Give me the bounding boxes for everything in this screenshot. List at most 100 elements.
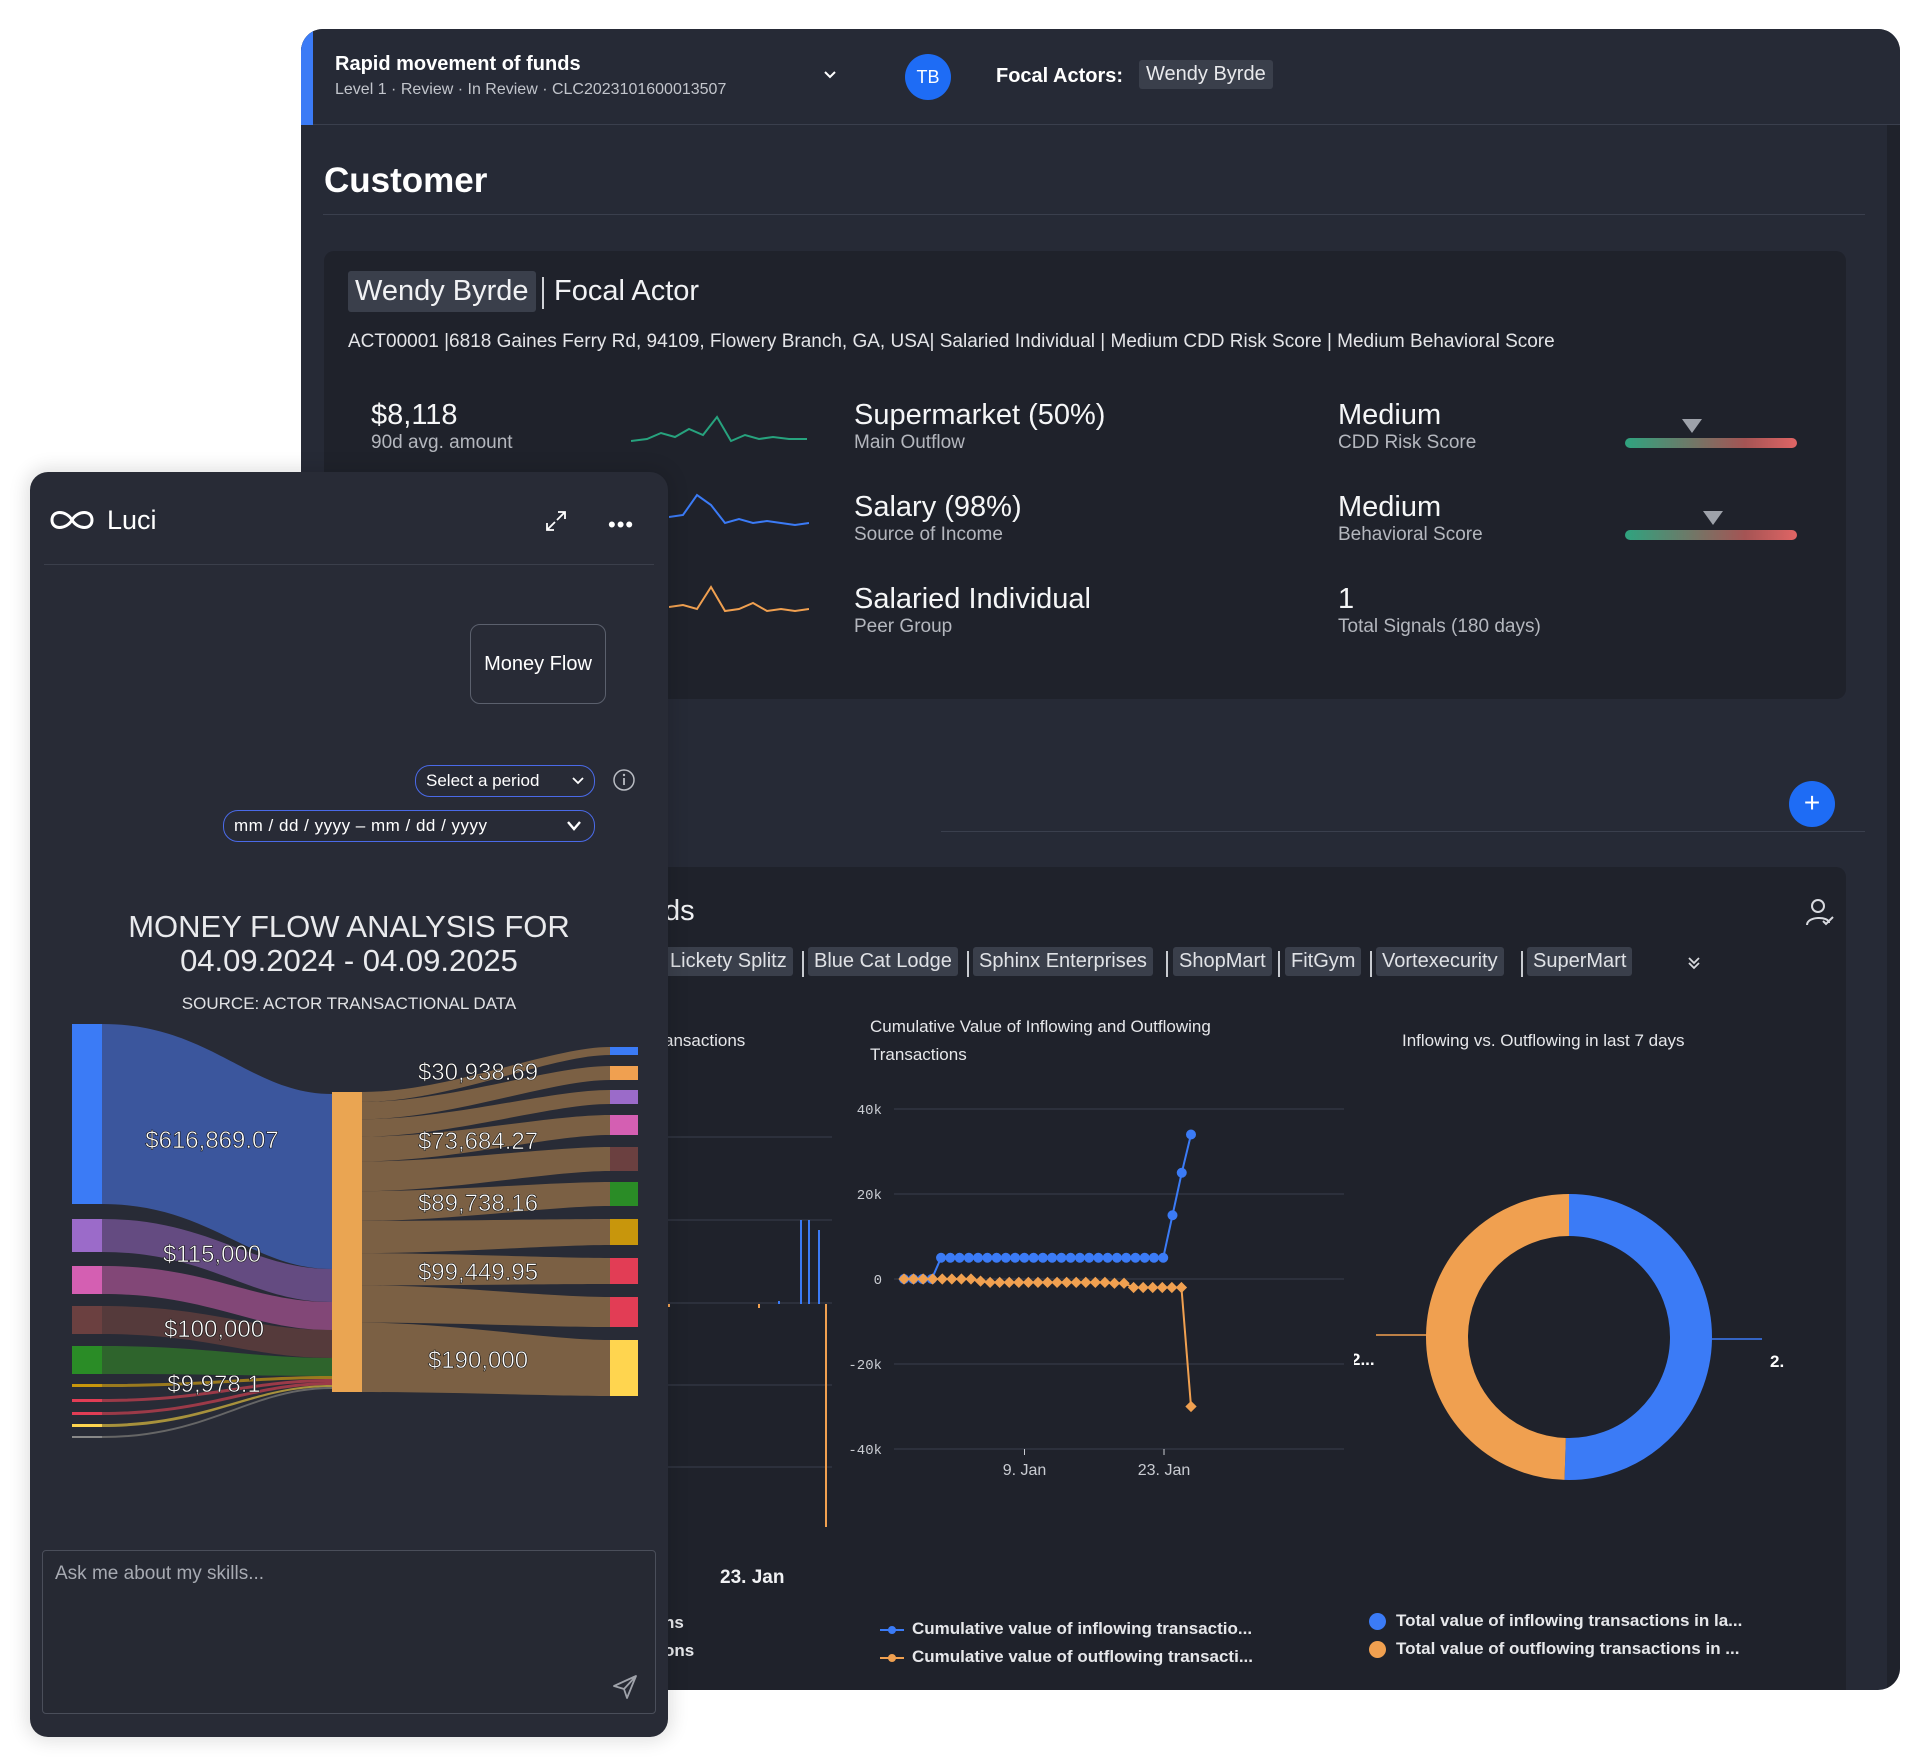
chip-separator xyxy=(1166,951,1168,977)
ask-input[interactable]: Ask me about my skills... xyxy=(42,1550,656,1714)
cumulative-line-chart: 40k 20k 0 -20k -40k 9. Jan 23. Jan xyxy=(848,1103,1344,1479)
sankey-label: $89,738.16 xyxy=(418,1190,538,1217)
inflow-bar xyxy=(818,1230,820,1304)
y-tick-label: 0 xyxy=(874,1273,882,1289)
inflow-outflow-donut: 2. 2... xyxy=(1354,1194,1784,1480)
sankey-target-node xyxy=(610,1340,638,1396)
person-check-icon[interactable] xyxy=(1805,897,1835,927)
sankey-source-node xyxy=(72,1024,102,1204)
y-tick-label: -40k xyxy=(848,1443,882,1459)
chart-title: ansactions xyxy=(664,1031,746,1050)
counterparty-chip[interactable]: Lickety Splitz xyxy=(664,947,793,976)
chevron-double-down-icon[interactable] xyxy=(1686,955,1702,971)
money-flow-title-line1: MONEY FLOW ANALYSIS FOR xyxy=(128,909,570,944)
sankey-link xyxy=(362,1147,610,1192)
inflow-bar xyxy=(808,1220,810,1304)
date-range-input[interactable]: mm / dd / yyyy – mm / dd / yyyy xyxy=(223,810,595,842)
counterparty-chip[interactable]: Vortexecurity xyxy=(1376,947,1504,976)
sankey-target-node xyxy=(610,1147,638,1171)
legend-label: Total value of outflowing transactions i… xyxy=(1396,1639,1740,1658)
period-select[interactable]: Select a period xyxy=(415,765,595,797)
sankey-link xyxy=(362,1322,610,1396)
sankey-link xyxy=(362,1219,610,1254)
add-button[interactable]: + xyxy=(1789,781,1835,827)
outflow-bar xyxy=(825,1304,827,1527)
data-point xyxy=(907,1273,920,1285)
sankey-label: $30,938.69 xyxy=(418,1059,538,1086)
counterparty-chip[interactable]: Sphinx Enterprises xyxy=(973,947,1153,976)
legend-inflow: Total value of inflowing transactions in… xyxy=(1369,1611,1742,1631)
stat-label: Source of Income xyxy=(854,524,1003,545)
data-point xyxy=(973,1252,984,1263)
stat-value: Salary (98%) xyxy=(854,491,1022,523)
sankey-source-node xyxy=(72,1384,102,1387)
sankey-target-node xyxy=(610,1219,638,1245)
data-point xyxy=(1028,1252,1039,1263)
stat-peer-group: Salaried Individual Peer Group xyxy=(854,583,1091,638)
data-point xyxy=(991,1252,1002,1263)
data-point xyxy=(1121,1252,1132,1263)
data-point xyxy=(1111,1252,1122,1263)
inflow-bar xyxy=(778,1301,780,1304)
sankey-target-node xyxy=(610,1297,638,1327)
sankey-target-node xyxy=(610,1115,638,1135)
data-point xyxy=(1099,1276,1111,1289)
stat-label: Main Outflow xyxy=(854,432,965,453)
chart-title: Inflowing vs. Outflowing in last 7 days xyxy=(1402,1031,1685,1050)
info-icon[interactable] xyxy=(612,768,636,792)
customer-role: Focal Actor xyxy=(541,275,700,309)
stat-label: Behavioral Score xyxy=(1338,524,1483,545)
data-point xyxy=(945,1252,956,1263)
more-options-icon[interactable]: ••• xyxy=(608,512,635,537)
counterparty-chip[interactable]: SuperMart xyxy=(1527,947,1633,976)
stat-value: $8,118 xyxy=(371,399,458,431)
outflow-bar xyxy=(758,1304,760,1308)
data-point xyxy=(1176,1167,1187,1178)
legend-outflow: Cumulative value of outflowing transacti… xyxy=(880,1647,1253,1667)
sankey-link xyxy=(102,1379,332,1402)
data-point xyxy=(1074,1252,1085,1263)
x-tick-label: 23. Jan xyxy=(720,1567,785,1588)
data-label: 2. xyxy=(1770,1352,1784,1371)
sankey-target-node xyxy=(610,1090,638,1104)
counterparty-chip[interactable]: FitGym xyxy=(1285,947,1362,976)
sankey-target-node xyxy=(610,1047,638,1055)
date-range-placeholder: mm / dd / yyyy – mm / dd / yyyy xyxy=(234,816,488,835)
expand-icon[interactable] xyxy=(545,510,567,532)
data-point xyxy=(982,1252,993,1263)
focal-actor-chip[interactable]: Wendy Byrde xyxy=(1139,60,1273,89)
send-icon[interactable] xyxy=(611,1673,639,1701)
sankey-link xyxy=(362,1090,610,1137)
sankey-label: $616,869.07 xyxy=(145,1127,278,1154)
case-title: Rapid movement of funds xyxy=(335,53,581,75)
sankey-link xyxy=(362,1047,610,1102)
data-point xyxy=(1148,1252,1159,1263)
counterparty-chip[interactable]: ShopMart xyxy=(1173,947,1272,976)
sankey-link xyxy=(362,1285,610,1327)
case-header: Rapid movement of funds Level 1 · Review… xyxy=(301,29,1900,125)
counterparty-chip[interactable]: Blue Cat Lodge xyxy=(808,947,958,976)
data-point xyxy=(1156,1281,1168,1294)
inflow-bar xyxy=(800,1220,802,1304)
stat-label: CDD Risk Score xyxy=(1338,432,1477,453)
pie-slice xyxy=(1564,1194,1712,1480)
stat-label: Total Signals (180 days) xyxy=(1338,616,1541,637)
scrollbar[interactable] xyxy=(1887,125,1900,1690)
data-point xyxy=(1186,1129,1196,1140)
chevron-down-icon[interactable] xyxy=(821,65,839,83)
pie-slice xyxy=(1426,1194,1570,1480)
stat-label: Peer Group xyxy=(854,616,953,637)
chip-separator xyxy=(1521,951,1523,977)
sparkline-green xyxy=(631,415,807,443)
header-accent xyxy=(301,29,313,125)
data-point xyxy=(1147,1281,1159,1294)
money-flow-button[interactable]: Money Flow xyxy=(470,624,606,704)
luci-assistant-panel: Luci ••• Money Flow Select a period mm /… xyxy=(30,472,668,1737)
sankey-source-node xyxy=(72,1346,102,1374)
avatar[interactable]: TB xyxy=(905,54,951,100)
data-point xyxy=(1137,1281,1149,1294)
stat-cdd-risk: Medium CDD Risk Score xyxy=(1338,399,1476,454)
data-point xyxy=(1047,1252,1058,1263)
stat-label: 90d avg. amount xyxy=(371,432,513,453)
transactions-bar-chart xyxy=(664,1136,832,1527)
